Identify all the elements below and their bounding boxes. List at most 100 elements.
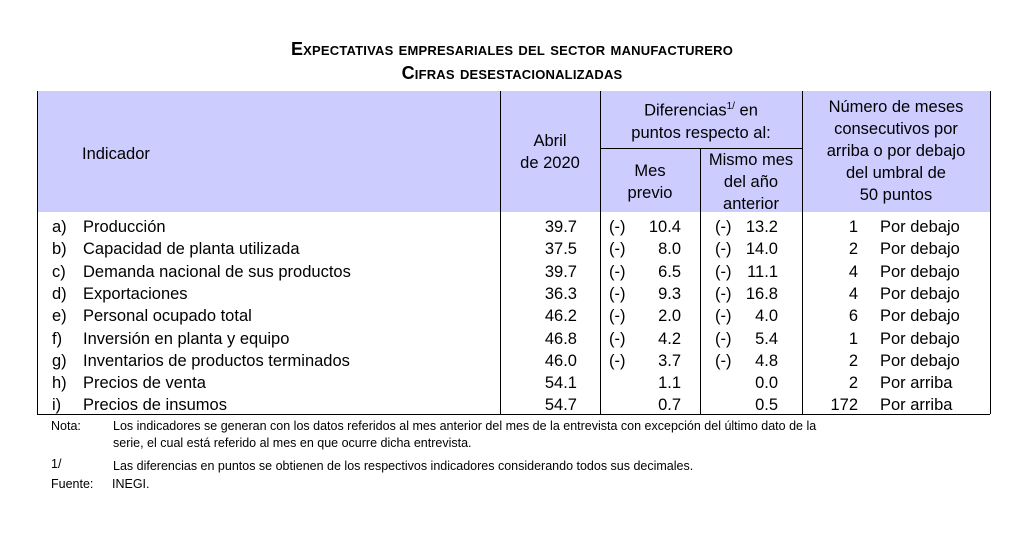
cell-mes-sign: (-)	[609, 240, 626, 259]
page-title: Expectativas empresariales del sector ma…	[290, 39, 734, 59]
page-subtitle: Cifras desestacionalizadas	[401, 63, 623, 83]
cell-letter: h)	[52, 374, 67, 393]
header-num-line3: arriba o por debajo	[826, 142, 966, 160]
cell-dir: Por debajo	[880, 262, 960, 281]
header-dif-en: en	[734, 101, 758, 120]
header-num-line4: del umbral de	[846, 164, 946, 182]
cell-count: 172	[830, 396, 858, 415]
header-abril-line1: Abril	[533, 132, 567, 150]
cell-anio-val: 14.0	[745, 240, 778, 259]
cell-dir: Por debajo	[880, 329, 960, 348]
header-num-line1: Número de meses	[828, 98, 964, 116]
cell-count: 6	[848, 307, 858, 326]
cell-anio-sign: (-)	[715, 307, 732, 326]
cell-abril: 36.3	[544, 284, 577, 303]
cell-dir: Por debajo	[880, 240, 960, 259]
cell-name: Capacidad de planta utilizada	[83, 240, 300, 259]
col-divider-abril	[500, 91, 501, 414]
cell-mes-val: 9.3	[658, 284, 681, 303]
cell-mes-sign: (-)	[609, 262, 626, 281]
cell-anio-val: 11.1	[747, 262, 778, 281]
table-row: d) Exportaciones 36.3 (-) 9.3 (-) 16.8 4 Por deb…	[0, 283, 1024, 305]
cell-abril: 37.5	[544, 240, 577, 259]
cell-letter: i)	[52, 396, 62, 415]
cell-mes-sign: (-)	[609, 284, 626, 303]
cell-anio-sign: (-)	[715, 329, 732, 348]
cell-dir: Por debajo	[880, 351, 960, 370]
cell-letter: a)	[52, 218, 67, 236]
cell-name: Precios de venta	[83, 374, 206, 393]
cell-anio-sign: (-)	[715, 351, 732, 370]
col-divider-num	[802, 91, 803, 414]
cell-mes-val: 10.4	[648, 218, 681, 236]
cell-anio-val: 0.5	[755, 396, 778, 415]
header-dif-line2: puntos respecto al:	[631, 123, 771, 142]
table-row: h) Precios de venta 54.1 1.1 0.0 2 Por arriba	[0, 372, 1024, 394]
cell-anio-val: 4.8	[755, 351, 778, 370]
cell-count: 1	[848, 218, 858, 236]
cell-anio-sign: (-)	[715, 262, 732, 281]
cell-name: Producción	[83, 218, 166, 236]
cell-mes-val: 3.7	[658, 351, 681, 370]
cell-anio-sign: (-)	[715, 218, 732, 236]
header-mismo-line1: Mismo mes	[708, 151, 794, 169]
cell-letter: e)	[52, 307, 67, 326]
cell-count: 2	[848, 374, 858, 393]
nota-text-line1: Los indicadores se generan con los datos…	[113, 419, 817, 433]
cell-anio-val: 4.0	[755, 307, 778, 326]
footnote-label: 1/	[51, 457, 62, 471]
cell-dir: Por debajo	[880, 218, 960, 236]
cell-count: 4	[848, 262, 858, 281]
cell-count: 4	[848, 284, 858, 303]
cell-count: 1	[848, 329, 858, 348]
header-abril-line2: de 2020	[520, 154, 580, 172]
table-border-left	[37, 91, 38, 414]
cell-anio-sign: (-)	[715, 240, 732, 259]
cell-abril: 46.2	[544, 307, 577, 326]
table-border-right	[990, 91, 991, 414]
header-abril: Abril de 2020	[500, 130, 600, 174]
cell-abril: 39.7	[544, 262, 577, 281]
cell-mes-val: 8.0	[658, 240, 681, 259]
cell-letter: b)	[52, 240, 67, 259]
table-row: b) Capacidad de planta utilizada 37.5 (-) 8.…	[0, 238, 1024, 260]
header-mes-previo: Mes previo	[600, 160, 700, 204]
table-border-bottom	[37, 414, 990, 415]
cell-anio-val: 0.0	[755, 374, 778, 393]
table-row: g) Inventarios de productos terminados 46.…	[0, 350, 1024, 372]
table-row: i) Precios de insumos 54.7 0.7 0.5 172 Por arr…	[0, 394, 1024, 416]
header-dif-footnote: 1/	[726, 101, 735, 112]
footnote-text: Las diferencias en puntos se obtienen de…	[113, 459, 694, 473]
cell-name: Precios de insumos	[83, 396, 227, 415]
header-mismo-line2: del año	[723, 173, 779, 191]
header-num-line2: consecutivos por	[834, 120, 958, 138]
header-num-line5: 50 puntos	[859, 186, 933, 204]
cell-mes-val: 0.7	[658, 396, 681, 415]
cell-abril: 39.7	[544, 218, 577, 236]
fuente-text: INEGI.	[112, 477, 150, 491]
cell-count: 2	[848, 351, 858, 370]
cell-letter: c)	[52, 262, 66, 281]
cell-letter: f)	[52, 329, 63, 348]
table-header	[37, 91, 990, 212]
cell-mes-sign: (-)	[609, 218, 626, 236]
table-row: f) Inversión en planta y equipo 46.8 (-) 4.2…	[0, 328, 1024, 350]
cell-name: Personal ocupado total	[83, 307, 252, 326]
cell-abril: 54.1	[544, 374, 577, 393]
header-mes-line1: Mes	[634, 162, 666, 180]
cell-mes-sign: (-)	[609, 351, 626, 370]
fuente-label: Fuente:	[51, 477, 94, 491]
header-diferencias: Diferencias1/ en puntos respecto al:	[600, 96, 802, 144]
header-indicador: Indicador	[82, 145, 150, 163]
cell-anio-val: 5.4	[755, 329, 778, 348]
cell-letter: d)	[52, 284, 67, 303]
table-row: c) Demanda nacional de sus productos 39.7 (…	[0, 261, 1024, 283]
header-mismo-mes: Mismo mes del año anterior	[700, 149, 802, 215]
cell-anio-sign: (-)	[715, 284, 732, 303]
cell-name: Inventarios de productos terminados	[83, 351, 350, 370]
cell-mes-val: 1.1	[658, 374, 681, 393]
cell-anio-val: 13.2	[745, 218, 778, 236]
cell-name: Demanda nacional de sus productos	[83, 262, 351, 281]
header-num-meses: Número de meses consecutivos por arriba …	[802, 96, 990, 206]
nota-label: Nota:	[51, 419, 81, 433]
